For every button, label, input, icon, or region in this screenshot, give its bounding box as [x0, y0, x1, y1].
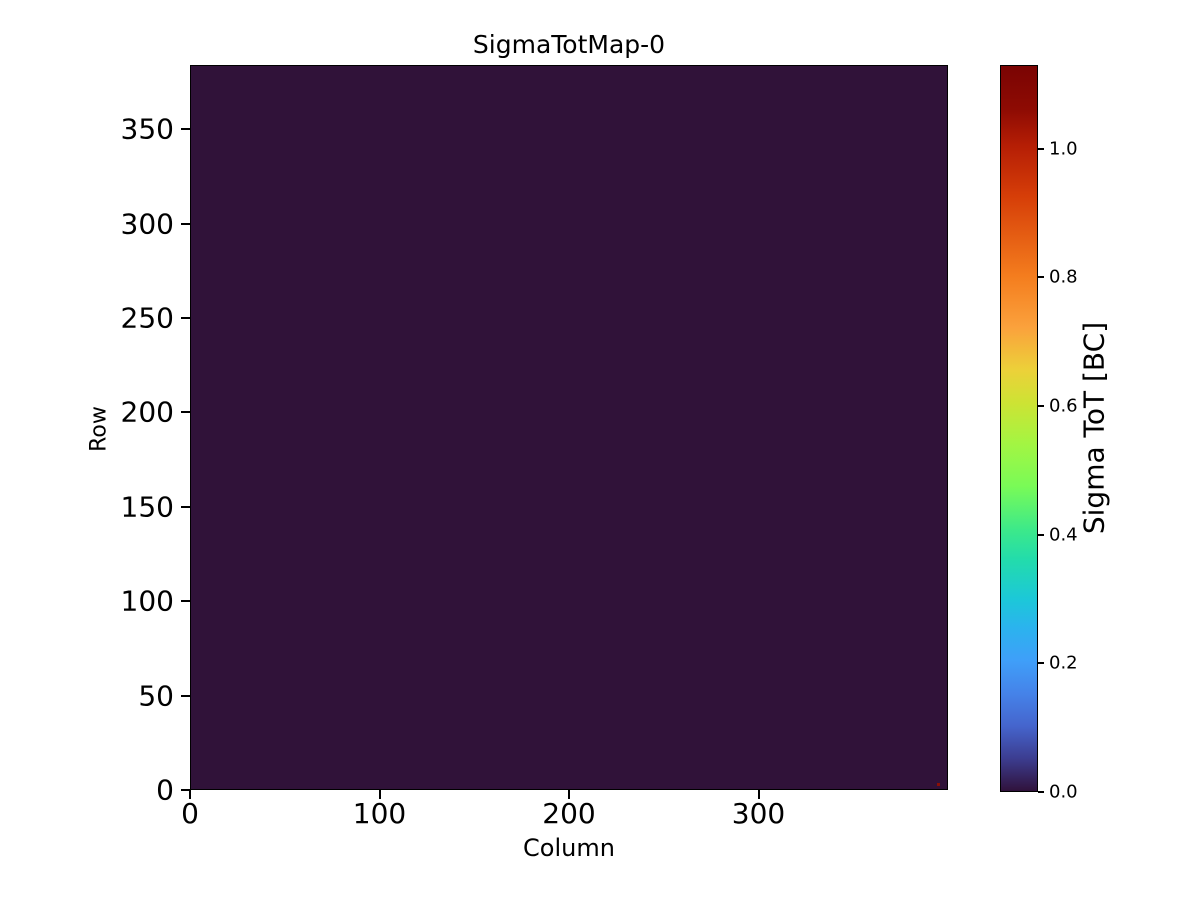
- colorbar-tick-mark: [1038, 147, 1044, 150]
- y-tick-mark: [181, 694, 190, 697]
- y-tick-mark: [181, 411, 190, 414]
- y-tick-label: 0: [156, 773, 174, 807]
- y-tick-mark: [181, 789, 190, 791]
- colorbar-tick-mark: [1038, 662, 1044, 665]
- x-tick-mark: [757, 790, 760, 799]
- x-tick-mark: [189, 790, 191, 799]
- y-tick-mark: [181, 128, 190, 131]
- x-tick-label: 200: [542, 797, 596, 830]
- y-tick-label: 250: [120, 301, 174, 335]
- colorbar-tick-label: 0.4: [1049, 524, 1078, 546]
- y-tick-label: 350: [120, 112, 174, 146]
- y-tick-label: 300: [120, 207, 174, 241]
- colorbar-label: Sigma ToT [BC]: [1077, 321, 1111, 535]
- x-axis-label: Column: [523, 834, 615, 862]
- x-tick-mark: [378, 790, 381, 799]
- colorbar-tick-mark: [1038, 533, 1044, 536]
- colorbar-tick-mark: [1038, 276, 1044, 279]
- colorbar-tick-mark: [1038, 404, 1044, 407]
- colorbar-tick-label: 0.6: [1049, 395, 1078, 417]
- heatmap-canvas: [190, 65, 948, 790]
- y-tick-mark: [181, 222, 190, 225]
- y-tick-mark: [181, 505, 190, 508]
- colorbar-tick-label: 0.8: [1049, 266, 1078, 288]
- colorbar-tick-label: 0.2: [1049, 652, 1078, 674]
- x-tick-label: 100: [352, 797, 407, 830]
- y-tick-label: 50: [138, 679, 174, 713]
- colorbar: [1000, 65, 1038, 792]
- colorbar-tick-label: 1.0: [1049, 138, 1078, 160]
- y-tick-label: 200: [120, 395, 174, 429]
- y-axis-label: Row: [86, 406, 112, 452]
- y-tick-mark: [181, 316, 190, 319]
- plot-title: SigmaTotMap-0: [472, 30, 666, 59]
- x-tick-mark: [568, 790, 570, 799]
- colorbar-tick-mark: [1038, 791, 1044, 793]
- y-tick-mark: [181, 600, 190, 603]
- x-tick-label: 0: [181, 797, 199, 830]
- y-tick-label: 150: [120, 490, 174, 524]
- y-tick-label: 100: [120, 584, 174, 618]
- colorbar-tick-label: 0.0: [1049, 781, 1078, 803]
- x-tick-label: 300: [731, 797, 786, 830]
- hot-pixel-marker: [937, 783, 941, 787]
